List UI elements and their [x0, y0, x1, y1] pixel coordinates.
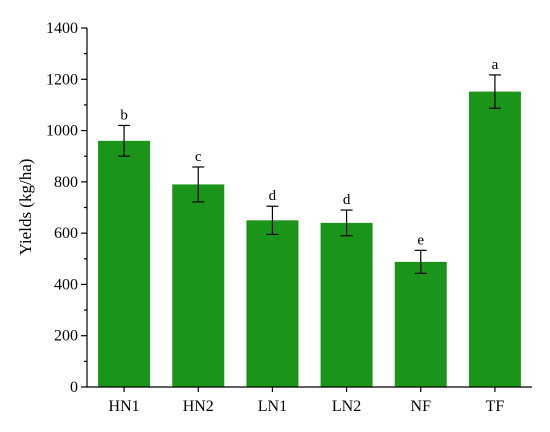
y-tick-label-1400: 1400: [46, 20, 78, 37]
error-bars-layer: [118, 74, 501, 275]
x-ticks-layer: HN1 HN2 LN1 LN2 NF TF: [109, 387, 505, 415]
significance-label-nf: e: [417, 232, 424, 248]
x-tick-label-ln1: LN1: [258, 398, 287, 415]
bar-ln1: [246, 220, 299, 387]
y-tick-label-400: 400: [54, 276, 78, 293]
y-tick-label-1000: 1000: [46, 123, 78, 140]
bar-hn2: [172, 184, 225, 387]
bar-hn1: [98, 140, 151, 387]
significance-labels-layer: b c d d e a: [120, 57, 498, 248]
y-tick-label-800: 800: [54, 174, 78, 191]
y-tick-label-600: 600: [54, 225, 78, 242]
y-tick-label-0: 0: [70, 379, 78, 396]
y-ticks-layer: 0 200 400 600 800 1000 1200 1400: [46, 20, 87, 396]
significance-label-ln2: d: [343, 192, 351, 208]
bars-layer: [98, 91, 521, 387]
significance-label-hn1: b: [120, 107, 128, 123]
significance-label-tf: a: [492, 57, 499, 73]
significance-label-ln1: d: [269, 188, 277, 204]
axes-layer: [86, 28, 532, 388]
x-tick-label-hn2: HN2: [183, 398, 214, 415]
significance-label-hn2: c: [195, 149, 202, 165]
bar-ln2: [320, 222, 373, 387]
y-tick-label-1200: 1200: [46, 71, 78, 88]
x-tick-label-hn1: HN1: [109, 398, 140, 415]
y-axis-title: Yields (kg/ha): [16, 159, 35, 256]
x-tick-label-ln2: LN2: [332, 398, 361, 415]
bar-tf: [468, 91, 521, 387]
x-tick-label-tf: TF: [486, 398, 505, 415]
bar-nf: [394, 261, 447, 387]
x-tick-label-nf: NF: [411, 398, 432, 415]
y-tick-label-200: 200: [54, 328, 78, 345]
